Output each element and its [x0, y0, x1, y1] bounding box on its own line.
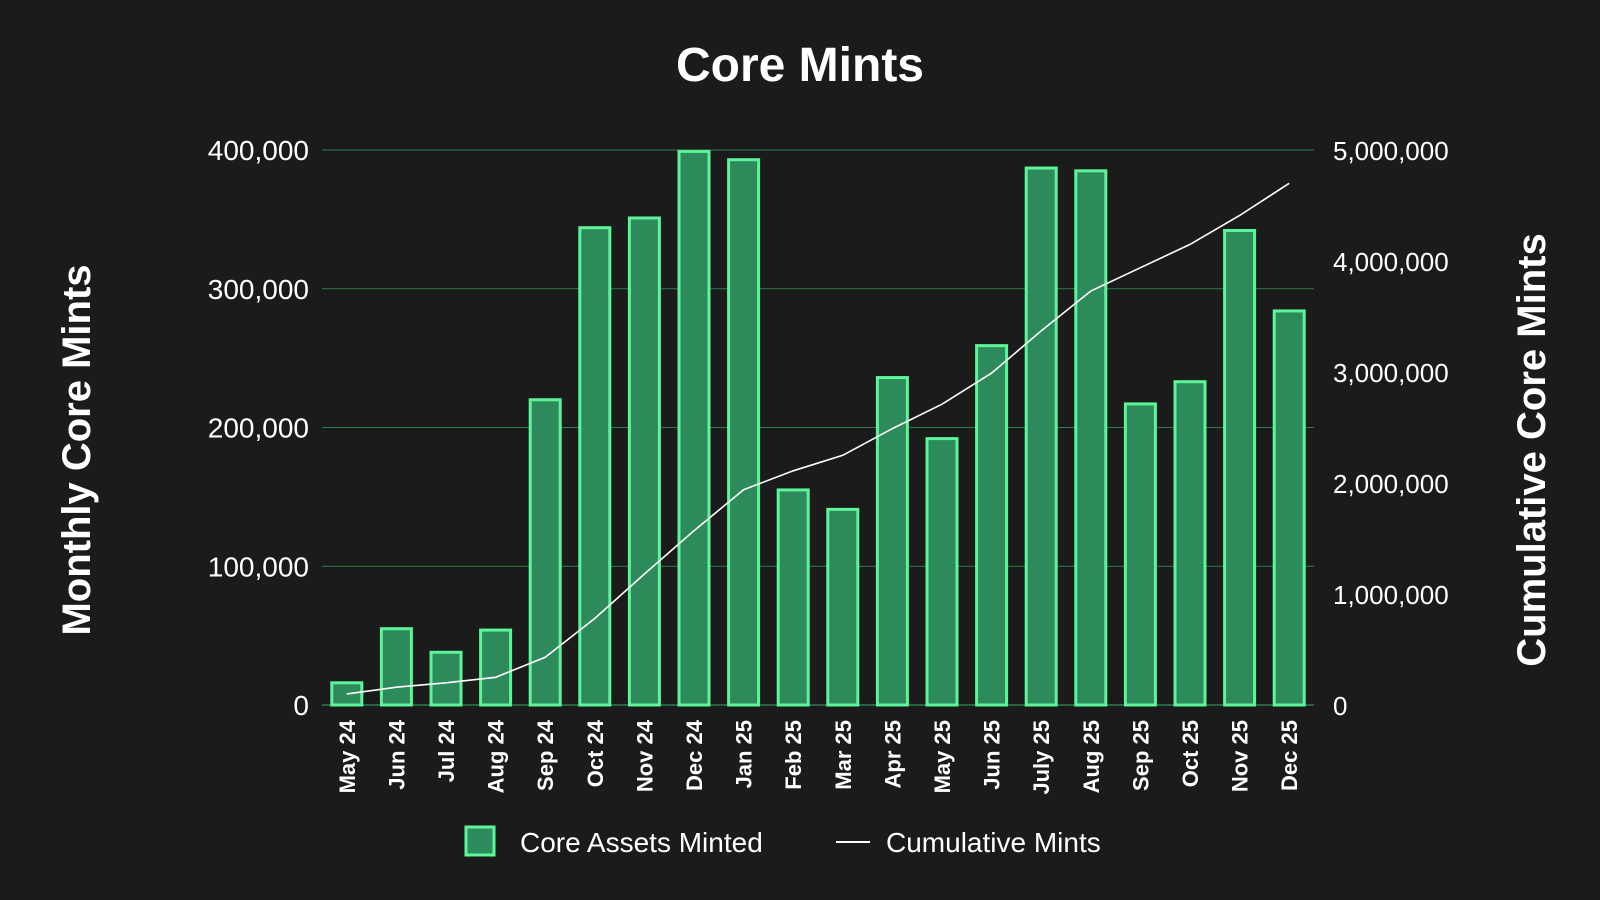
bar [1272, 309, 1306, 707]
x-tick-label: Nov 25 [1228, 720, 1253, 792]
legend-line-label: Cumulative Mints [886, 827, 1101, 858]
y-tick-label-right: 2,000,000 [1333, 469, 1449, 499]
x-tick-label: Oct 25 [1178, 720, 1203, 787]
x-tick-label: Jun 24 [384, 719, 409, 789]
y-tick-label-right: 0 [1333, 691, 1347, 721]
y-axis-right-ticks: 0 1,000,000 2,000,000 3,000,000 4,000,000 5,0… [1333, 136, 1449, 721]
x-tick-label: Jun 25 [980, 720, 1005, 790]
bar [1173, 380, 1207, 707]
y-axis-left-label: Monthly Core Mints [55, 264, 99, 635]
x-tick-label: May 25 [930, 720, 955, 793]
x-axis-ticks: May 24 Jun 24 Jul 24 Aug 24 Sep 24 Oct 24 Nov … [335, 719, 1302, 794]
y-tick-label-right: 4,000,000 [1333, 247, 1449, 277]
y-tick-label-left: 400,000 [208, 135, 309, 166]
bar [627, 216, 661, 707]
cumulative-line [346, 182, 1290, 695]
bar [776, 488, 810, 707]
x-tick-label: Aug 25 [1079, 720, 1104, 793]
chart-title: Core Mints [676, 39, 924, 92]
bar [727, 158, 761, 707]
x-tick-label: May 24 [335, 719, 360, 793]
bar [875, 376, 909, 707]
bar-series [330, 149, 1306, 707]
y-tick-label-right: 1,000,000 [1333, 580, 1449, 610]
y-tick-label-left: 100,000 [208, 551, 309, 582]
bar [1223, 228, 1257, 707]
y-tick-label-right: 3,000,000 [1333, 358, 1449, 388]
x-tick-label: Apr 25 [880, 720, 905, 788]
y-axis-right-label: Cumulative Core Mints [1510, 233, 1554, 666]
y-tick-label-left: 200,000 [208, 413, 309, 444]
bar [1123, 402, 1157, 707]
x-tick-label: Mar 25 [831, 720, 856, 790]
x-tick-label: Oct 24 [583, 719, 608, 787]
x-tick-label: Sep 24 [533, 719, 558, 791]
y-tick-label-left: 300,000 [208, 274, 309, 305]
y-axis-left-ticks: 0 100,000 200,000 300,000 400,000 [208, 135, 309, 721]
y-tick-label-right: 5,000,000 [1333, 136, 1449, 166]
bar [1074, 169, 1108, 707]
x-tick-label: Dec 24 [682, 719, 707, 791]
x-tick-label: July 25 [1029, 720, 1054, 795]
bar [429, 650, 463, 707]
bar [528, 398, 562, 707]
bar [677, 149, 711, 707]
bar [1024, 166, 1058, 707]
legend-bar-swatch [464, 825, 496, 857]
x-tick-label: Dec 25 [1277, 720, 1302, 791]
legend-bar-label: Core Assets Minted [520, 827, 763, 858]
bar [379, 627, 413, 707]
y-tick-label-left: 0 [293, 690, 309, 721]
grid-lines [322, 149, 1314, 706]
line-series [346, 182, 1290, 695]
legend: Core Assets Minted Cumulative Mints [464, 825, 1101, 858]
bar [578, 226, 612, 707]
x-tick-label: Nov 24 [632, 719, 657, 792]
bar [826, 507, 860, 707]
bar [925, 437, 959, 707]
bar [479, 628, 513, 707]
bar [975, 344, 1009, 707]
x-tick-label: Aug 24 [484, 719, 509, 793]
x-tick-label: Jul 24 [434, 719, 459, 782]
x-tick-label: Jan 25 [732, 720, 757, 789]
x-tick-label: Sep 25 [1128, 720, 1153, 791]
x-tick-label: Feb 25 [781, 720, 806, 790]
